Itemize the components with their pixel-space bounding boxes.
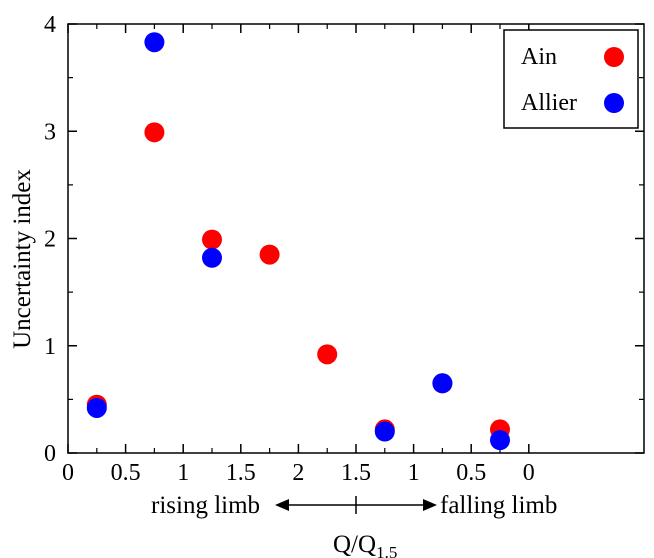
x-tick-label: 1	[177, 460, 189, 486]
x-tick-label: 1.5	[341, 460, 371, 486]
data-point-ain	[259, 244, 280, 265]
legend: Ain Allier	[503, 29, 639, 129]
svg-text:Q/Q1.5: Q/Q1.5	[333, 531, 397, 558]
y-tick-label: 1	[44, 334, 56, 360]
y-tick-label: 2	[44, 227, 56, 253]
x-tick-label: 1	[408, 460, 420, 486]
data-point-allier	[202, 247, 222, 268]
legend-label-allier: Allier	[521, 90, 577, 116]
y-tick-label: 0	[44, 441, 56, 467]
y-tick-label: 3	[44, 119, 56, 145]
data-point-ain	[202, 229, 222, 250]
data-point-allier	[374, 421, 395, 442]
x-tick-label: 0.5	[456, 460, 486, 486]
data-point-ain	[317, 344, 338, 365]
y-axis-label: Uncertainty index	[9, 169, 36, 349]
x-axis-label-subscript: 1.5	[376, 543, 397, 558]
x-tick-label: 2	[292, 460, 304, 486]
legend-label-ain: Ain	[521, 44, 557, 70]
data-point-allier	[144, 32, 165, 53]
x-axis-label-main: Q/Q	[333, 531, 376, 558]
rising-limb-label: rising limb	[151, 492, 260, 519]
legend-marker-allier	[604, 93, 624, 113]
x-tick-label: 0	[523, 460, 535, 486]
x-tick-label: 0	[62, 460, 74, 486]
data-point-allier	[86, 397, 107, 418]
legend-marker-ain	[604, 47, 624, 67]
x-tick-label: 0.5	[111, 460, 141, 486]
falling-limb-label: falling limb	[440, 492, 557, 519]
data-points	[86, 32, 510, 451]
y-tick-label: 4	[44, 12, 56, 38]
data-point-allier	[432, 373, 453, 394]
data-point-ain	[144, 122, 165, 143]
x-axis-label: Q/Q1.5	[333, 531, 397, 558]
x-tick-label: 1.5	[226, 460, 256, 486]
double-arrow	[275, 496, 437, 514]
data-point-allier	[490, 430, 510, 451]
axis-ticks	[67, 23, 644, 454]
